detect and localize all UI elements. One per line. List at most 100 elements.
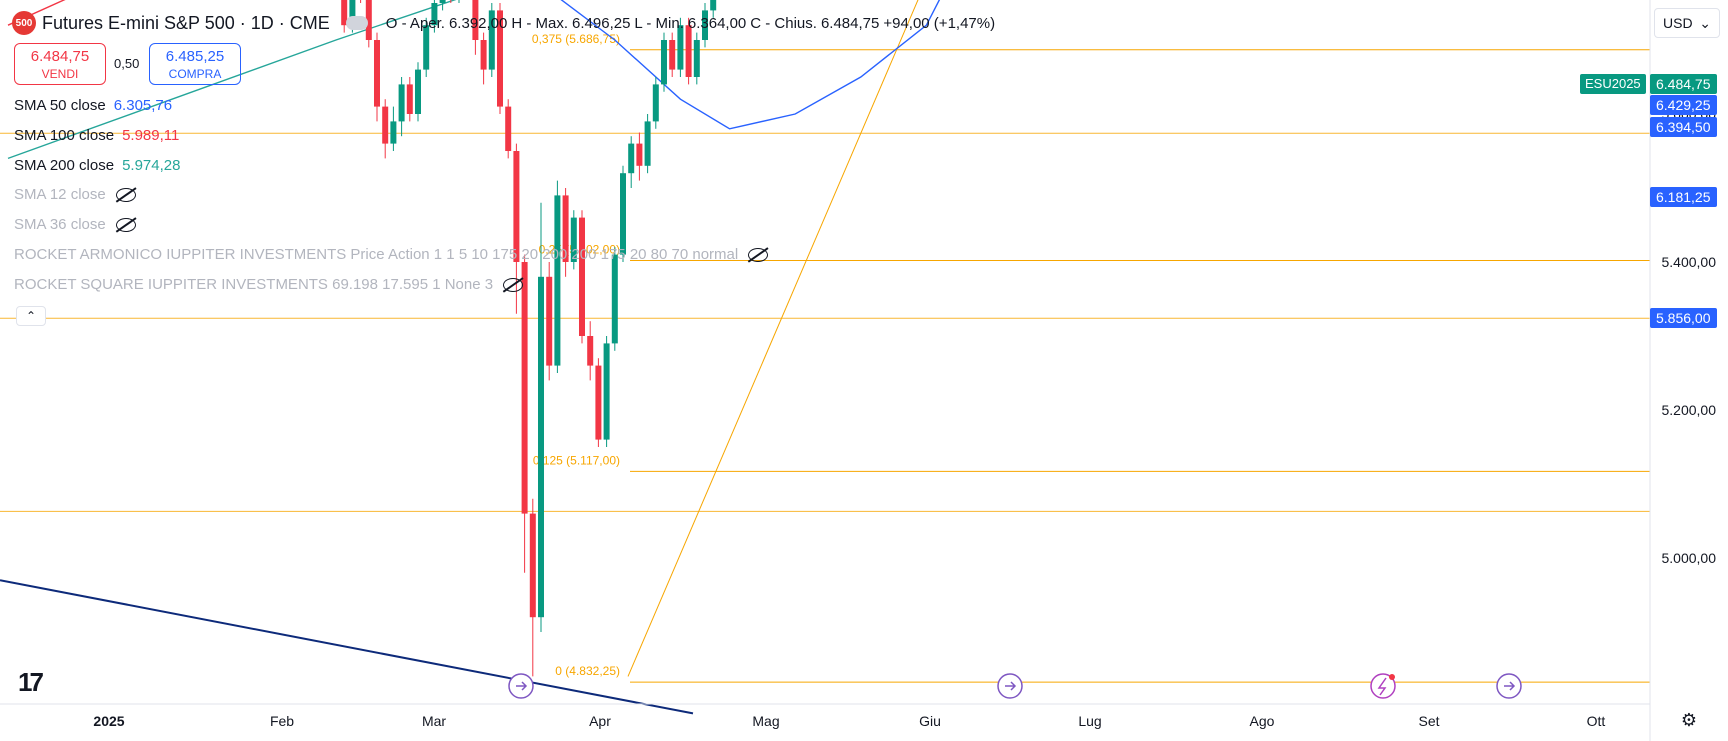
candle-body	[505, 106, 512, 151]
sma36-label: SMA 36 close	[14, 216, 106, 233]
x-tick-label: Ago	[1250, 713, 1275, 729]
candle-body	[349, 0, 356, 26]
candle-body	[570, 217, 577, 262]
y-tick-label: 5.400,00	[1662, 254, 1717, 270]
hidden-eye-icon[interactable]	[503, 277, 524, 292]
close-value: 6.484,75	[820, 14, 880, 32]
low-label: L - Min.	[634, 14, 684, 32]
hidden-eye-icon[interactable]	[115, 217, 136, 232]
sell-label: VENDI	[41, 66, 79, 81]
symbol-badge[interactable]: 500	[12, 11, 36, 35]
x-tick-label: 2025	[93, 713, 124, 729]
candle-body	[710, 0, 717, 11]
hidden-eye-icon[interactable]	[115, 187, 136, 202]
candle-body	[685, 25, 692, 77]
buy-button[interactable]: 6.485,25 COMPRA	[149, 43, 241, 85]
candle-body	[382, 106, 389, 144]
x-tick-label: Apr	[589, 713, 611, 729]
chart-header: 500 Futures E-mini S&P 500 · 1D · CME O …	[12, 10, 999, 36]
fib-label: 0 (4.832,25)	[555, 664, 620, 678]
candle-body	[406, 84, 413, 114]
lower-trend-line	[0, 579, 694, 715]
buy-price: 6.485,25	[165, 47, 225, 65]
y-tick-label: 5.200,00	[1662, 402, 1717, 418]
x-tick-label: Mag	[752, 713, 779, 729]
sell-price: 6.484,75	[30, 47, 90, 65]
collapse-legend-button[interactable]: ⌃	[16, 306, 46, 326]
event-marker-icon[interactable]	[508, 673, 534, 699]
event-arrow	[1005, 681, 1017, 691]
candle-body	[620, 173, 626, 255]
sma100-label: SMA 100 close	[14, 127, 115, 144]
sma12-label: SMA 12 close	[14, 186, 106, 203]
candle-body	[677, 25, 684, 70]
sell-button[interactable]: 6.484,75 VENDI	[14, 43, 106, 85]
sma200-line	[7, 0, 457, 160]
sma50-line	[560, 0, 941, 130]
close-label: C - Chius.	[750, 14, 817, 32]
hidden-eye-icon[interactable]	[748, 247, 769, 262]
sma200-value: 5.974,28	[122, 157, 181, 174]
candle-body	[431, 3, 438, 26]
sma50-label: SMA 50 close	[14, 97, 106, 114]
event-markers	[508, 673, 1522, 699]
fib-label: 0,375 (5.686,75)	[532, 32, 620, 46]
change-value: +94,00 (+1,47%)	[883, 14, 996, 32]
legend-sma12[interactable]: SMA 12 close	[14, 186, 136, 203]
candle-body	[595, 365, 602, 440]
candle-body	[611, 254, 618, 344]
symbol-price-tag: ESU2025	[1580, 74, 1646, 94]
candle-body	[398, 84, 405, 122]
candle-body	[472, 0, 479, 40]
trend-lines	[0, 0, 919, 715]
dividend-marker-icon[interactable]	[1370, 673, 1396, 699]
high-label: H - Max.	[511, 14, 569, 32]
fib-label: 0,125 (5.117,00)	[533, 453, 620, 467]
x-tick-label: Mar	[422, 713, 446, 729]
high-value: 6.496,25	[572, 14, 631, 32]
candle-body	[603, 343, 610, 440]
legend-sma50[interactable]: SMA 50 close 6.305,76	[14, 97, 172, 114]
candle-body	[587, 336, 594, 366]
legend-rocket-armonico[interactable]: ROCKET ARMONICO IUPPITER INVESTMENTS Pri…	[14, 246, 769, 263]
level-label-6429: 6.429,25	[1650, 95, 1717, 115]
candle-body	[521, 262, 528, 514]
buy-label: COMPRA	[168, 66, 222, 81]
x-tick-label: Lug	[1078, 713, 1101, 729]
currency-value: USD	[1663, 15, 1693, 31]
candle-body	[554, 195, 561, 366]
candle-body	[669, 40, 676, 70]
candle-body	[488, 10, 495, 70]
event-arrow	[516, 681, 528, 691]
candle-body	[644, 121, 651, 166]
event-marker-icon[interactable]	[997, 673, 1023, 699]
settings-gear-icon[interactable]: ⚙	[1680, 710, 1698, 730]
legend-sma100[interactable]: SMA 100 close 5.989,11	[14, 127, 179, 144]
tradingview-logo[interactable]: 17	[18, 667, 44, 697]
legend-sma200[interactable]: SMA 200 close 5.974,28	[14, 157, 180, 174]
level-label-5856: 5.856,00	[1650, 308, 1717, 328]
x-tick-label: Ott	[1587, 713, 1606, 729]
low-value: 6.364,00	[687, 14, 747, 32]
symbol-title[interactable]: Futures E-mini S&P 500 · 1D · CME	[42, 12, 330, 33]
candle-body	[480, 40, 487, 70]
level-label-6181: 6.181,25	[1650, 187, 1717, 207]
event-marker-icon[interactable]	[1496, 673, 1522, 699]
legend-sma36[interactable]: SMA 36 close	[14, 216, 136, 233]
x-tick-label: Giu	[919, 713, 941, 729]
candle-body	[365, 0, 372, 41]
currency-select[interactable]: USD ⌄	[1654, 8, 1720, 38]
candle-body	[702, 10, 708, 40]
fib-trend-line	[627, 0, 919, 677]
sma100-value: 5.989,11	[122, 127, 180, 144]
candle-body	[529, 513, 536, 618]
event-arrow	[1504, 681, 1516, 691]
visibility-toggle-icon[interactable]	[345, 16, 368, 30]
candle-body	[661, 40, 667, 85]
legend-rocket-square[interactable]: ROCKET SQUARE IUPPITER INVESTMENTS 69.19…	[14, 276, 524, 293]
candle-body	[636, 143, 643, 166]
candle-body	[423, 25, 430, 70]
candle-body	[693, 40, 700, 77]
sma200-label: SMA 200 close	[14, 157, 115, 174]
